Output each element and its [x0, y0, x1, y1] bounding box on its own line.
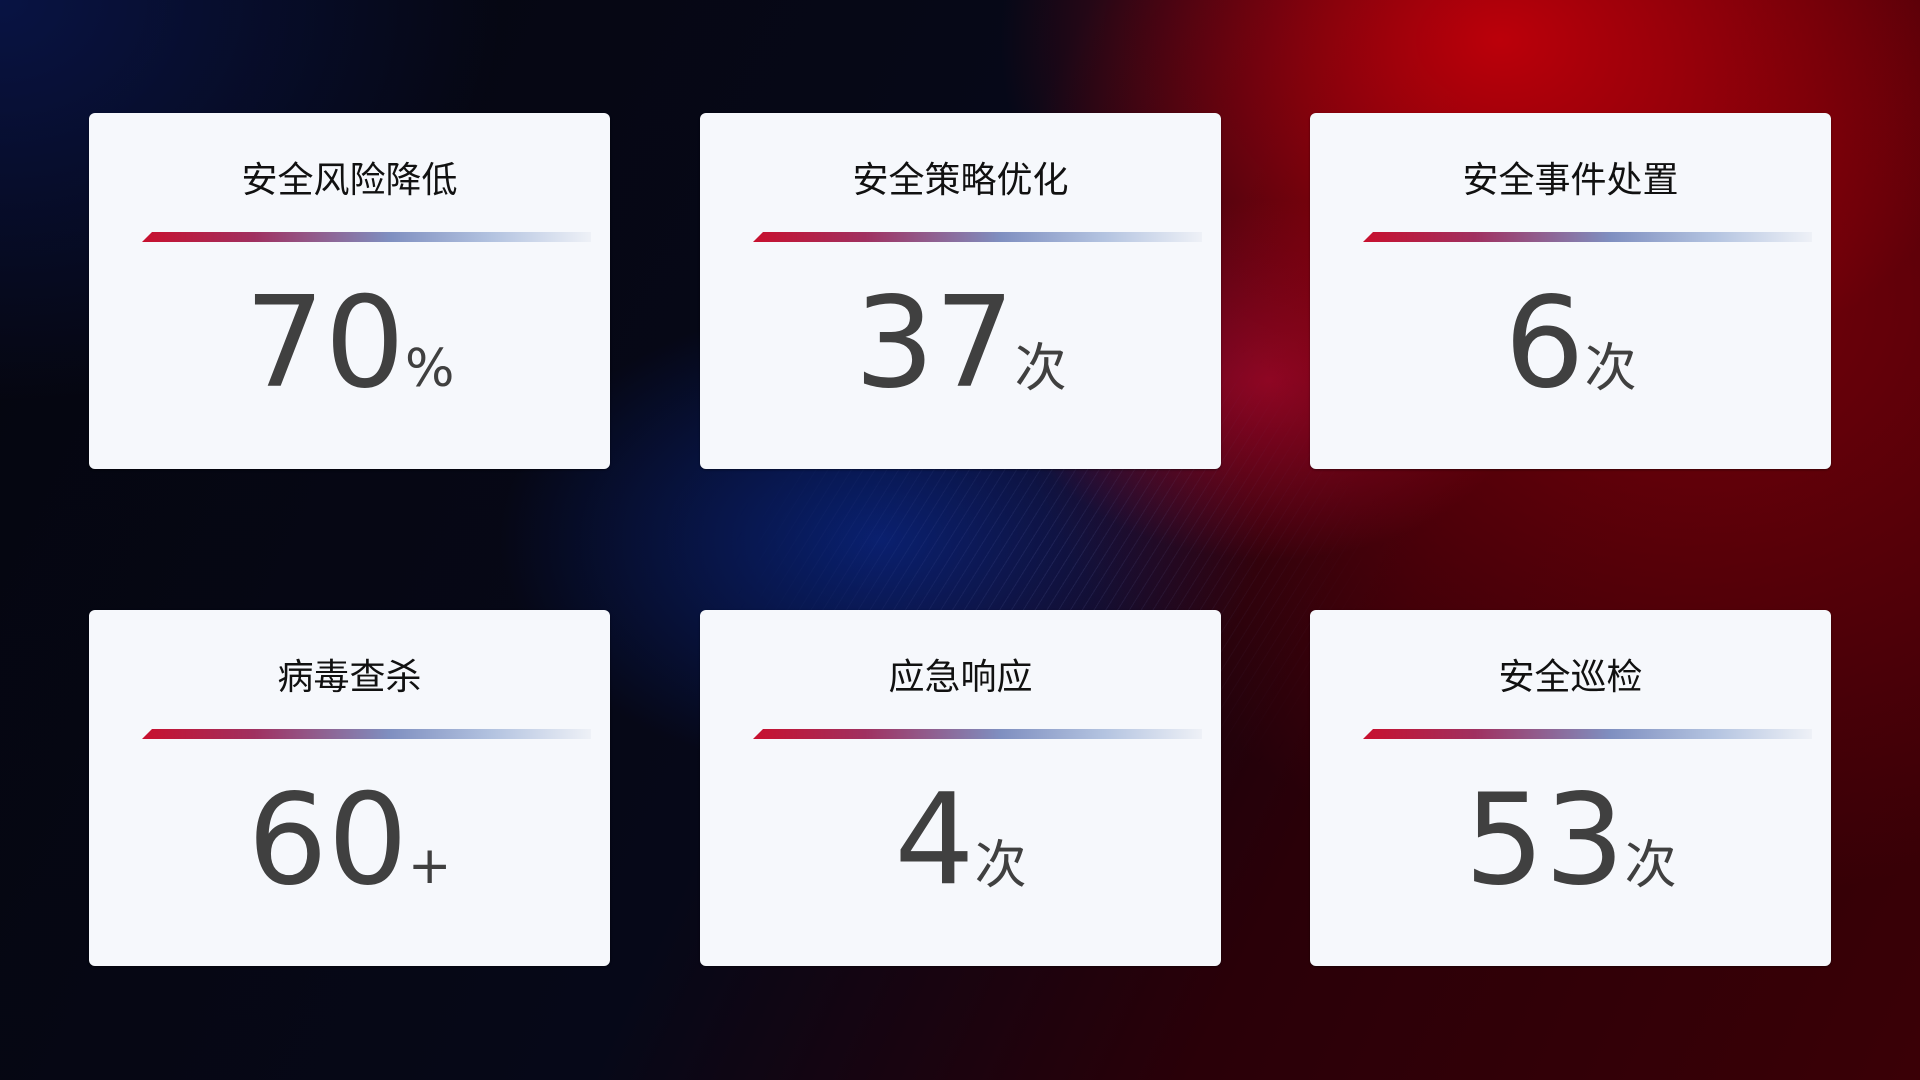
value-number: 53 [1464, 766, 1625, 913]
value-number: 4 [894, 766, 975, 913]
value-unit: 次 [1014, 339, 1067, 399]
card-value: 4次 [700, 770, 1221, 910]
card-value: 70% [89, 273, 610, 413]
stat-card-risk-reduction: 安全风险降低 70% [89, 113, 610, 469]
gradient-divider [142, 232, 591, 242]
card-value: 60+ [89, 770, 610, 910]
value-unit: 次 [974, 836, 1027, 896]
value-unit: + [407, 836, 452, 896]
card-value: 53次 [1310, 770, 1831, 910]
card-title: 安全事件处置 [1462, 160, 1679, 201]
gradient-divider [1363, 729, 1812, 739]
card-title: 安全风险降低 [241, 160, 458, 201]
gradient-divider [142, 729, 591, 739]
value-number: 60 [247, 766, 408, 913]
value-unit: 次 [1624, 836, 1677, 896]
value-unit: 次 [1584, 339, 1637, 399]
card-value: 37次 [700, 273, 1221, 413]
card-title: 安全策略优化 [852, 160, 1069, 201]
value-number: 37 [854, 269, 1015, 416]
gradient-divider [1363, 232, 1812, 242]
gradient-divider [753, 729, 1202, 739]
stat-card-emergency-response: 应急响应 4次 [700, 610, 1221, 966]
card-title: 病毒查杀 [277, 657, 422, 698]
value-number: 6 [1504, 269, 1585, 416]
stat-card-security-inspection: 安全巡检 53次 [1310, 610, 1831, 966]
card-title: 应急响应 [888, 657, 1033, 698]
stat-card-virus-removal: 病毒查杀 60+ [89, 610, 610, 966]
value-unit: % [404, 339, 455, 399]
stat-card-incident-handling: 安全事件处置 6次 [1310, 113, 1831, 469]
card-title: 安全巡检 [1498, 657, 1643, 698]
gradient-divider [753, 232, 1202, 242]
value-number: 70 [244, 269, 405, 416]
stat-card-policy-optimization: 安全策略优化 37次 [700, 113, 1221, 469]
card-value: 6次 [1310, 273, 1831, 413]
